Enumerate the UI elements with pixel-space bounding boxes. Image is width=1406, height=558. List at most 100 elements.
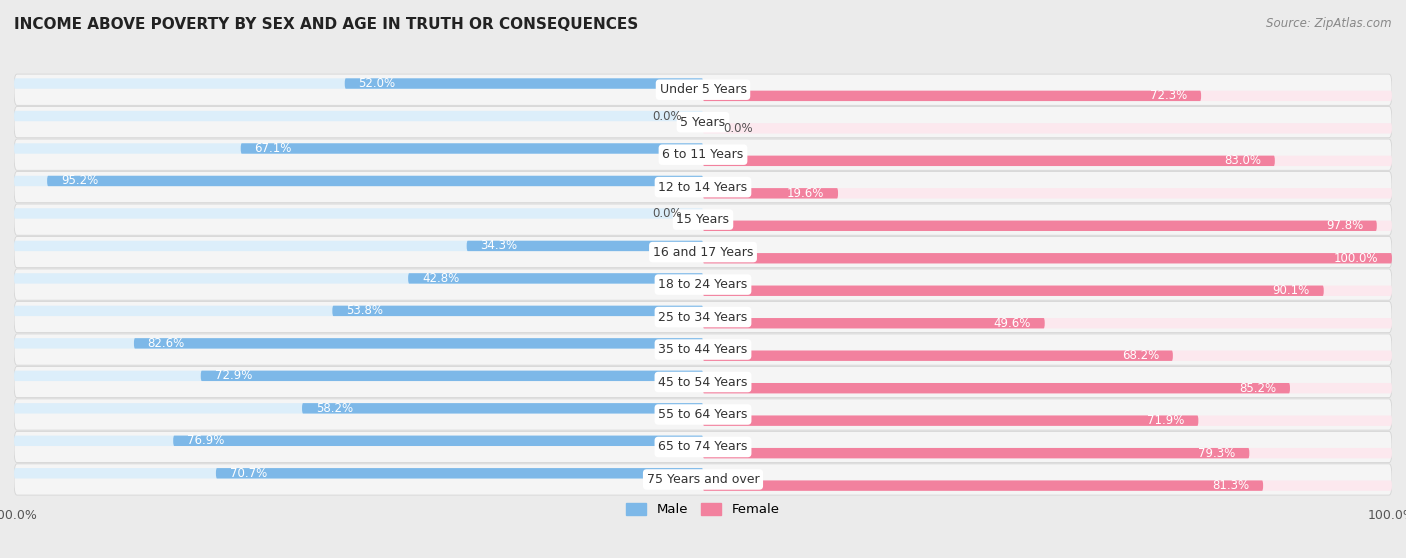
Text: 75 Years and over: 75 Years and over: [647, 473, 759, 486]
FancyBboxPatch shape: [332, 306, 703, 316]
FancyBboxPatch shape: [14, 143, 703, 153]
Text: 68.2%: 68.2%: [1122, 349, 1159, 362]
FancyBboxPatch shape: [14, 367, 1392, 398]
Text: 97.8%: 97.8%: [1326, 219, 1362, 232]
FancyBboxPatch shape: [703, 220, 1376, 231]
FancyBboxPatch shape: [14, 107, 1392, 138]
FancyBboxPatch shape: [703, 318, 1045, 329]
Text: Under 5 Years: Under 5 Years: [659, 83, 747, 96]
FancyBboxPatch shape: [703, 480, 1392, 491]
FancyBboxPatch shape: [703, 156, 1275, 166]
Text: 0.0%: 0.0%: [652, 109, 682, 123]
FancyBboxPatch shape: [703, 220, 1392, 231]
Text: 42.8%: 42.8%: [422, 272, 460, 285]
FancyBboxPatch shape: [14, 301, 1392, 333]
Text: 15 Years: 15 Years: [676, 213, 730, 226]
FancyBboxPatch shape: [14, 436, 703, 446]
FancyBboxPatch shape: [14, 237, 1392, 268]
Text: 83.0%: 83.0%: [1225, 155, 1261, 167]
FancyBboxPatch shape: [703, 416, 1198, 426]
FancyBboxPatch shape: [703, 350, 1173, 361]
Text: 0.0%: 0.0%: [652, 207, 682, 220]
FancyBboxPatch shape: [703, 286, 1323, 296]
FancyBboxPatch shape: [703, 286, 1392, 296]
FancyBboxPatch shape: [14, 273, 703, 283]
FancyBboxPatch shape: [467, 240, 703, 251]
FancyBboxPatch shape: [240, 143, 703, 153]
FancyBboxPatch shape: [703, 318, 1392, 329]
Text: 18 to 24 Years: 18 to 24 Years: [658, 278, 748, 291]
Text: INCOME ABOVE POVERTY BY SEX AND AGE IN TRUTH OR CONSEQUENCES: INCOME ABOVE POVERTY BY SEX AND AGE IN T…: [14, 17, 638, 32]
Text: 85.2%: 85.2%: [1239, 382, 1277, 395]
Text: 6 to 11 Years: 6 to 11 Years: [662, 148, 744, 161]
FancyBboxPatch shape: [201, 371, 703, 381]
FancyBboxPatch shape: [14, 334, 1392, 365]
FancyBboxPatch shape: [703, 90, 1392, 101]
Text: 53.8%: 53.8%: [346, 305, 382, 318]
Text: 82.6%: 82.6%: [148, 337, 186, 350]
FancyBboxPatch shape: [14, 399, 1392, 430]
FancyBboxPatch shape: [14, 111, 703, 121]
FancyBboxPatch shape: [14, 403, 703, 413]
FancyBboxPatch shape: [14, 464, 1392, 495]
Text: 100.0%: 100.0%: [1334, 252, 1378, 264]
Text: 52.0%: 52.0%: [359, 77, 395, 90]
Text: 25 to 34 Years: 25 to 34 Years: [658, 311, 748, 324]
Text: 49.6%: 49.6%: [994, 317, 1031, 330]
FancyBboxPatch shape: [14, 468, 703, 479]
Text: 19.6%: 19.6%: [787, 187, 824, 200]
FancyBboxPatch shape: [14, 269, 1392, 300]
FancyBboxPatch shape: [14, 171, 1392, 203]
Text: 81.3%: 81.3%: [1212, 479, 1250, 492]
FancyBboxPatch shape: [703, 188, 838, 199]
FancyBboxPatch shape: [14, 338, 703, 349]
Text: 55 to 64 Years: 55 to 64 Years: [658, 408, 748, 421]
FancyBboxPatch shape: [14, 139, 1392, 170]
FancyBboxPatch shape: [302, 403, 703, 413]
Text: 12 to 14 Years: 12 to 14 Years: [658, 181, 748, 194]
FancyBboxPatch shape: [703, 448, 1392, 458]
Text: 72.9%: 72.9%: [215, 369, 252, 382]
Text: 34.3%: 34.3%: [481, 239, 517, 252]
FancyBboxPatch shape: [703, 253, 1392, 263]
Legend: Male, Female: Male, Female: [621, 498, 785, 522]
FancyBboxPatch shape: [173, 436, 703, 446]
Text: 65 to 74 Years: 65 to 74 Years: [658, 440, 748, 454]
Text: 95.2%: 95.2%: [60, 175, 98, 187]
FancyBboxPatch shape: [14, 204, 1392, 235]
FancyBboxPatch shape: [134, 338, 703, 349]
Text: 0.0%: 0.0%: [724, 122, 754, 135]
FancyBboxPatch shape: [703, 156, 1392, 166]
FancyBboxPatch shape: [14, 78, 703, 89]
FancyBboxPatch shape: [14, 306, 703, 316]
Text: 67.1%: 67.1%: [254, 142, 292, 155]
Text: 79.3%: 79.3%: [1198, 446, 1236, 460]
Text: 90.1%: 90.1%: [1272, 284, 1310, 297]
FancyBboxPatch shape: [703, 480, 1263, 491]
FancyBboxPatch shape: [703, 90, 1201, 101]
Text: 71.9%: 71.9%: [1147, 414, 1185, 427]
Text: 45 to 54 Years: 45 to 54 Years: [658, 376, 748, 388]
Text: Source: ZipAtlas.com: Source: ZipAtlas.com: [1267, 17, 1392, 30]
FancyBboxPatch shape: [14, 208, 703, 219]
FancyBboxPatch shape: [14, 371, 703, 381]
FancyBboxPatch shape: [48, 176, 703, 186]
Text: 76.9%: 76.9%: [187, 434, 225, 448]
Text: 72.3%: 72.3%: [1150, 89, 1187, 102]
FancyBboxPatch shape: [703, 188, 1392, 199]
Text: 58.2%: 58.2%: [316, 402, 353, 415]
Text: 16 and 17 Years: 16 and 17 Years: [652, 246, 754, 258]
Text: 5 Years: 5 Years: [681, 116, 725, 129]
Text: 70.7%: 70.7%: [229, 467, 267, 480]
FancyBboxPatch shape: [703, 383, 1392, 393]
FancyBboxPatch shape: [14, 176, 703, 186]
FancyBboxPatch shape: [408, 273, 703, 283]
FancyBboxPatch shape: [14, 431, 1392, 463]
FancyBboxPatch shape: [703, 350, 1392, 361]
FancyBboxPatch shape: [703, 448, 1250, 458]
FancyBboxPatch shape: [14, 74, 1392, 105]
FancyBboxPatch shape: [703, 416, 1392, 426]
FancyBboxPatch shape: [703, 383, 1289, 393]
FancyBboxPatch shape: [703, 123, 1392, 133]
Text: 35 to 44 Years: 35 to 44 Years: [658, 343, 748, 356]
